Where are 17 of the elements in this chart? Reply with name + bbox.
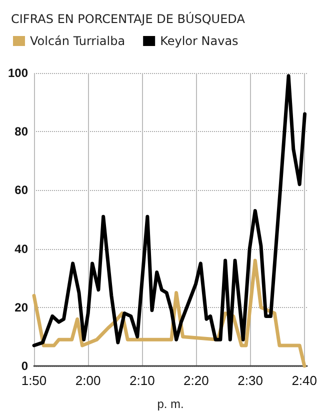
- x-tick-label: 2:00: [75, 373, 101, 388]
- y-tick-label: 60: [14, 183, 28, 198]
- line-series: [32, 74, 307, 348]
- x-tick-label: 2:10: [129, 373, 155, 388]
- y-tick-label: 100: [8, 66, 28, 80]
- x-tick-label: 1:50: [21, 373, 47, 388]
- y-tick-label: 40: [14, 242, 28, 256]
- chart-title: CIFRAS EN PORCENTAJE DE BÚSQUEDA: [11, 11, 246, 26]
- x-tick-label: 2:20: [184, 373, 209, 388]
- y-tick-label: 0: [21, 359, 28, 373]
- y-tick-label: 80: [14, 124, 28, 139]
- legend-label: Volcán Turrialba: [30, 34, 126, 48]
- x-tick-label: 2:30: [238, 373, 263, 388]
- legend-label: Keylor Navas: [160, 34, 238, 48]
- x-axis-title: p. m.: [157, 397, 184, 411]
- y-tick-label: 20: [14, 300, 28, 314]
- x-tick-label: 2:40: [292, 373, 318, 388]
